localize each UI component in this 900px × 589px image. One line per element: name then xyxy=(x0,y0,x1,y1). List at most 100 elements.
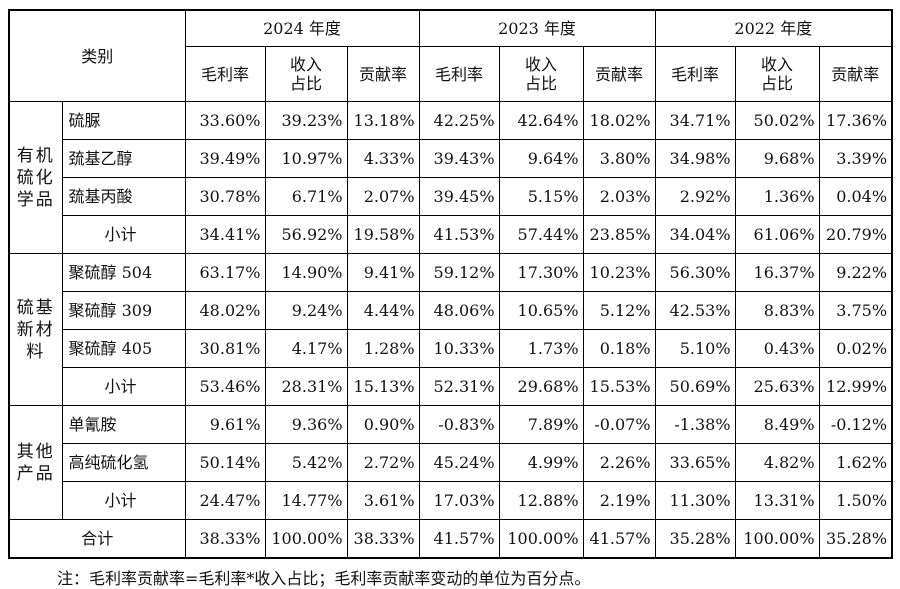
year-header: 2024 年度 xyxy=(184,9,420,47)
value-cell: 35.28% xyxy=(818,519,893,559)
value-cell: 0.04% xyxy=(818,177,893,216)
value-cell: 4.44% xyxy=(346,291,420,330)
value-cell: 9.68% xyxy=(734,139,820,178)
value-cell: 17.30% xyxy=(498,253,584,292)
value-cell: 13.31% xyxy=(734,481,820,520)
value-cell: 41.57% xyxy=(582,519,656,559)
table-body: 有机硫化学品 硫脲 33.60% 39.23% 13.18% 42.25% 42.64% 18… xyxy=(8,101,893,559)
subtotal-label: 小计 xyxy=(61,367,186,406)
value-cell: 9.36% xyxy=(264,405,348,444)
category-header: 类别 xyxy=(8,9,186,102)
value-cell: 38.33% xyxy=(184,519,266,559)
value-cell: 50.02% xyxy=(734,101,820,140)
value-cell: 9.22% xyxy=(818,253,893,292)
metric-header: 收入 占比 xyxy=(734,46,820,102)
value-cell: 5.15% xyxy=(498,177,584,216)
value-cell: 41.53% xyxy=(418,215,500,254)
value-cell: 63.17% xyxy=(184,253,266,292)
table-row: 巯基丙酸 30.78% 6.71% 2.07% 39.45% 5.15% 2.03% 2.92… xyxy=(9,177,893,216)
value-cell: 52.31% xyxy=(418,367,500,406)
table-row: 硫基新材料 聚硫醇 504 63.17% 14.90% 9.41% 59.12% 17.30… xyxy=(8,253,893,406)
table-row: 其他产品 单氰胺 9.61% 9.36% 0.90% -0.83% 7.89% -0.07% -… xyxy=(8,405,893,520)
value-cell: 42.25% xyxy=(418,101,500,140)
value-cell: 5.42% xyxy=(264,443,348,482)
value-cell: 34.98% xyxy=(654,139,736,178)
value-cell: 17.03% xyxy=(418,481,500,520)
value-cell: -1.38% xyxy=(654,405,736,444)
value-cell: 57.44% xyxy=(498,215,584,254)
value-cell: 34.04% xyxy=(654,215,736,254)
group-label: 硫基新材料 xyxy=(8,253,63,406)
value-cell: 25.63% xyxy=(734,367,820,406)
total-label: 合计 xyxy=(8,519,186,559)
value-cell: 8.49% xyxy=(734,405,820,444)
subtotal-row: 小计 53.46% 28.31% 15.13% 52.31% 29.68% 15.53% 50… xyxy=(9,367,893,406)
value-cell: 10.23% xyxy=(582,253,656,292)
value-cell: 1.28% xyxy=(346,329,420,368)
value-cell: 14.77% xyxy=(264,481,348,520)
product-name: 高纯硫化氢 xyxy=(61,443,186,482)
value-cell: 48.02% xyxy=(184,291,266,330)
value-cell: 35.28% xyxy=(654,519,736,559)
value-cell: 17.36% xyxy=(818,101,893,140)
value-cell: 39.43% xyxy=(418,139,500,178)
metric-header: 毛利率 xyxy=(654,46,736,102)
value-cell: 100.00% xyxy=(498,519,584,559)
value-cell: 13.18% xyxy=(346,101,420,140)
value-cell: 14.90% xyxy=(264,253,348,292)
value-cell: 2.26% xyxy=(582,443,656,482)
value-cell: 9.64% xyxy=(498,139,584,178)
value-cell: 2.92% xyxy=(654,177,736,216)
product-name: 巯基乙醇 xyxy=(61,139,186,178)
value-cell: 4.82% xyxy=(734,443,820,482)
metric-header: 收入 占比 xyxy=(498,46,584,102)
value-cell: 10.65% xyxy=(498,291,584,330)
value-cell: 23.85% xyxy=(582,215,656,254)
value-cell: 1.73% xyxy=(498,329,584,368)
value-cell: 0.90% xyxy=(346,405,420,444)
value-cell: 24.47% xyxy=(184,481,266,520)
value-cell: 10.33% xyxy=(418,329,500,368)
value-cell: 33.65% xyxy=(654,443,736,482)
value-cell: 45.24% xyxy=(418,443,500,482)
value-cell: 4.99% xyxy=(498,443,584,482)
value-cell: 42.64% xyxy=(498,101,584,140)
value-cell: 1.62% xyxy=(818,443,893,482)
value-cell: 9.61% xyxy=(184,405,266,444)
value-cell: 30.81% xyxy=(184,329,266,368)
metric-header: 贡献率 xyxy=(818,46,893,102)
value-cell: 100.00% xyxy=(734,519,820,559)
value-cell: 20.79% xyxy=(818,215,893,254)
group-label-text: 有机硫化学品 xyxy=(16,145,55,210)
value-cell: 3.61% xyxy=(346,481,420,520)
value-cell: 48.06% xyxy=(418,291,500,330)
footnote: 注：毛利率贡献率=毛利率*收入占比；毛利率贡献率变动的单位为百分点。 xyxy=(57,569,591,588)
value-cell: 2.03% xyxy=(582,177,656,216)
value-cell: 8.83% xyxy=(734,291,820,330)
value-cell: 41.57% xyxy=(418,519,500,559)
product-name: 巯基丙酸 xyxy=(61,177,186,216)
value-cell: 59.12% xyxy=(418,253,500,292)
metric-header: 贡献率 xyxy=(582,46,656,102)
value-cell: -0.83% xyxy=(418,405,500,444)
metric-header: 贡献率 xyxy=(346,46,420,102)
product-name: 聚硫醇 504 xyxy=(61,253,186,292)
value-cell: 39.23% xyxy=(264,101,348,140)
gross-margin-table: 类别 2024 年度 2023 年度 2022 年度 毛利率 收入 占比 贡献率 毛利… xyxy=(8,9,894,559)
value-cell: 6.71% xyxy=(264,177,348,216)
value-cell: 3.75% xyxy=(818,291,893,330)
value-cell: 18.02% xyxy=(582,101,656,140)
value-cell: 11.30% xyxy=(654,481,736,520)
total-row: 合计 38.33% 100.00% 38.33% 41.57% 100.00% 41.57%… xyxy=(8,519,893,559)
value-cell: 10.97% xyxy=(264,139,348,178)
value-cell: 2.07% xyxy=(346,177,420,216)
year-header: 2023 年度 xyxy=(418,9,656,47)
value-cell: 56.92% xyxy=(264,215,348,254)
value-cell: 9.41% xyxy=(346,253,420,292)
value-cell: 19.58% xyxy=(346,215,420,254)
subtotal-row: 小计 24.47% 14.77% 3.61% 17.03% 12.88% 2.19% 11.3… xyxy=(9,481,893,520)
group-label: 有机硫化学品 xyxy=(8,101,63,254)
value-cell: 61.06% xyxy=(734,215,820,254)
value-cell: 1.50% xyxy=(818,481,893,520)
metric-header-row: 毛利率 收入 占比 贡献率 毛利率 收入 占比 贡献率 毛利率 收入 占比 贡献率 xyxy=(9,46,893,102)
